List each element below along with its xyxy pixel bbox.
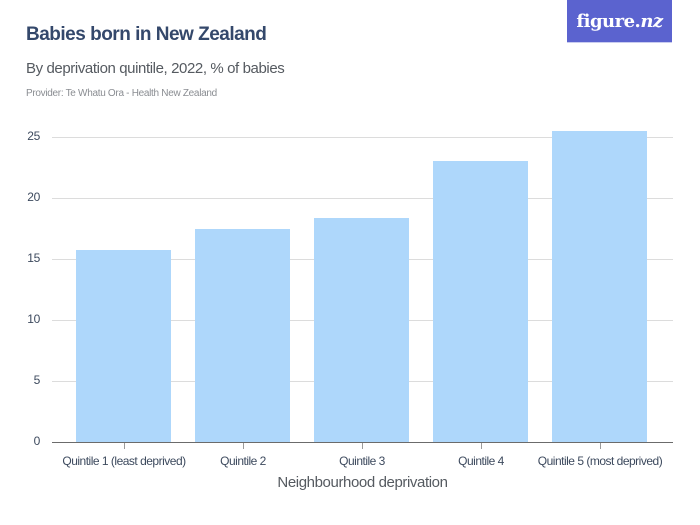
- gridline: [52, 137, 673, 138]
- chart-subtitle: By deprivation quintile, 2022, % of babi…: [26, 60, 285, 77]
- x-tick-label: Quintile 4: [458, 454, 504, 468]
- x-tick-mark: [362, 443, 363, 449]
- y-tick-label: 20: [27, 190, 40, 204]
- y-tick-label: 25: [27, 129, 40, 143]
- bar[interactable]: [552, 131, 647, 442]
- bar[interactable]: [433, 161, 528, 442]
- x-tick-mark: [600, 443, 601, 449]
- bar[interactable]: [195, 229, 290, 442]
- x-tick-label: Quintile 1 (least deprived): [62, 454, 186, 468]
- bar[interactable]: [314, 218, 409, 442]
- x-tick-label: Quintile 3: [339, 454, 385, 468]
- x-tick-mark: [243, 443, 244, 449]
- y-tick-label: 15: [27, 251, 40, 265]
- x-tick-mark: [124, 443, 125, 449]
- logo-text-suffix: nz: [640, 10, 663, 32]
- logo-text-main: figure.: [576, 10, 641, 32]
- data-provider: Provider: Te Whatu Ora - Health New Zeal…: [26, 88, 217, 99]
- bar[interactable]: [76, 250, 171, 442]
- y-tick-label: 0: [33, 434, 41, 448]
- x-tick-label: Quintile 5 (most deprived): [537, 454, 663, 468]
- y-tick-label: 5: [33, 373, 41, 387]
- x-axis-title: Neighbourhood deprivation: [277, 474, 448, 491]
- gridline: [52, 198, 673, 199]
- x-axis-line: [52, 442, 673, 443]
- x-tick-label: Quintile 2: [220, 454, 266, 468]
- x-tick-mark: [481, 443, 482, 449]
- chart-title: Babies born in New Zealand: [26, 24, 267, 45]
- y-tick-label: 10: [27, 312, 40, 326]
- figure-nz-logo[interactable]: figure. nz: [567, 0, 672, 43]
